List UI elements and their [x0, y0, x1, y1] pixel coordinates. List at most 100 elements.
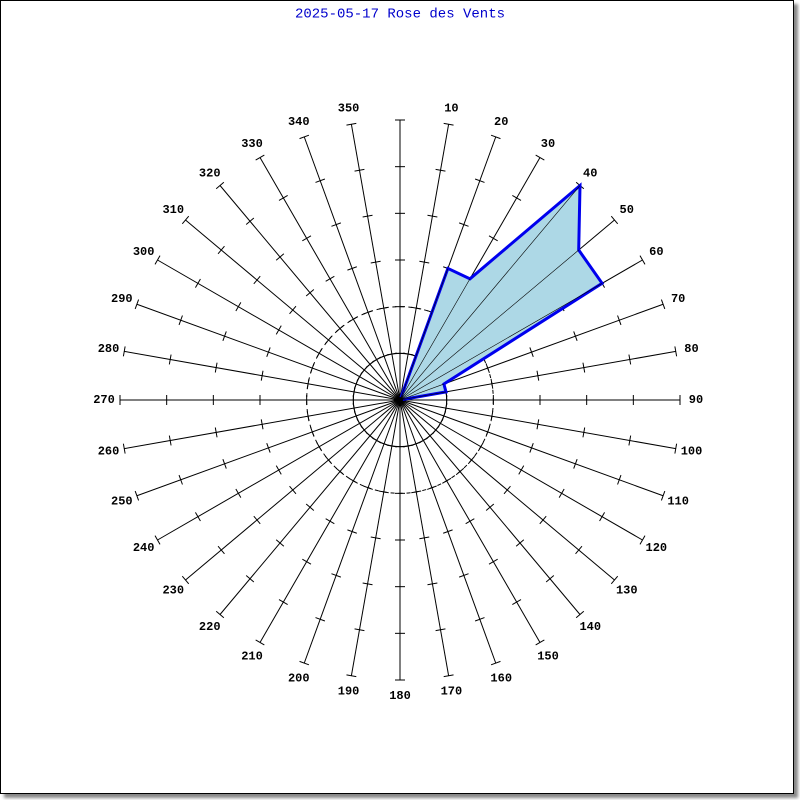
tick-mark [310, 427, 315, 437]
direction-label: 100 [681, 445, 703, 459]
tick-mark [354, 628, 365, 632]
tick-mark [181, 215, 190, 225]
tick-mark [363, 485, 373, 490]
direction-label: 40 [583, 166, 597, 180]
tick-mark [278, 194, 288, 201]
tick-mark [370, 536, 381, 540]
tick-mark [427, 485, 437, 490]
tick-mark [245, 217, 255, 225]
tick-mark [134, 299, 140, 310]
tick-mark [348, 316, 358, 323]
spoke-overlay [399, 383, 444, 401]
tick-mark [275, 465, 282, 475]
tick-mark [442, 477, 452, 484]
tick-mark [214, 362, 218, 373]
spoke-overlay [399, 249, 579, 401]
tick-mark [168, 354, 172, 365]
spoke-overlay [399, 185, 581, 401]
tick-mark [535, 639, 545, 646]
tick-mark [347, 529, 357, 534]
direction-label: 340 [288, 115, 310, 129]
tick-mark [515, 539, 525, 547]
tick-mark [443, 122, 454, 126]
tick-mark [674, 443, 678, 454]
tick-mark [427, 214, 438, 218]
tick-mark [324, 455, 333, 465]
tick-mark [427, 582, 438, 586]
direction-label: 250 [111, 494, 133, 508]
tick-mark [363, 310, 373, 315]
direction-label: 170 [441, 685, 463, 699]
tick-mark [518, 465, 525, 475]
tick-mark [674, 346, 678, 357]
direction-label: 50 [620, 203, 634, 217]
tick-mark [178, 474, 183, 485]
tick-mark [154, 255, 161, 265]
tick-mark [474, 178, 485, 183]
tick-mark [529, 347, 534, 357]
tick-mark [354, 168, 365, 172]
tick-mark [348, 477, 358, 484]
direction-label: 190 [338, 685, 360, 699]
tick-mark [467, 455, 476, 465]
tick-mark [235, 302, 242, 312]
tick-mark [536, 370, 540, 381]
tick-mark [289, 305, 297, 315]
tick-mark [275, 539, 285, 547]
direction-label: 230 [162, 583, 184, 597]
tick-mark [194, 278, 201, 288]
tick-mark [529, 443, 534, 453]
tick-mark [573, 458, 578, 469]
tick-mark [299, 660, 310, 666]
direction-label: 160 [490, 671, 512, 685]
tick-mark [485, 427, 490, 437]
tick-mark [255, 154, 265, 161]
tick-mark [628, 354, 632, 365]
tick-mark [545, 575, 555, 583]
tick-mark [378, 306, 389, 310]
chart-title: 2025-05-17 Rose des Vents [295, 7, 505, 23]
tick-mark [419, 536, 430, 540]
direction-label: 140 [579, 620, 601, 634]
tick-mark [299, 134, 310, 140]
tick-mark [316, 348, 323, 358]
tick-mark [512, 194, 522, 201]
tick-mark [215, 610, 225, 619]
direction-label: 220 [199, 620, 221, 634]
tick-mark [331, 573, 342, 578]
direction-label: 300 [133, 245, 155, 259]
tick-mark [599, 512, 606, 522]
tick-mark [411, 306, 422, 310]
direction-label: 260 [98, 445, 120, 459]
tick-mark [315, 178, 326, 183]
tick-mark [660, 490, 666, 501]
direction-label: 10 [444, 102, 458, 116]
direction-label: 120 [646, 541, 668, 555]
tick-mark [628, 435, 632, 446]
direction-label: 60 [649, 245, 663, 259]
tick-mark [253, 275, 261, 285]
tick-mark [610, 575, 619, 585]
tick-mark [582, 427, 586, 438]
tick-mark [324, 335, 333, 345]
tick-mark [485, 363, 490, 373]
tick-mark [260, 419, 264, 430]
tick-mark [558, 488, 565, 498]
tick-mark [435, 628, 446, 632]
tick-mark [490, 134, 501, 140]
direction-label: 200 [288, 671, 310, 685]
tick-mark [617, 474, 622, 485]
center-dot [397, 397, 403, 403]
tick-mark [458, 573, 469, 578]
tick-mark [289, 485, 297, 495]
tick-mark [302, 558, 312, 565]
tick-mark [435, 168, 446, 172]
tick-mark [386, 352, 397, 356]
direction-label: 20 [494, 115, 508, 129]
tick-mark [378, 490, 389, 494]
tick-mark [573, 331, 578, 342]
direction-label: 150 [537, 650, 559, 664]
tick-mark [485, 503, 495, 511]
